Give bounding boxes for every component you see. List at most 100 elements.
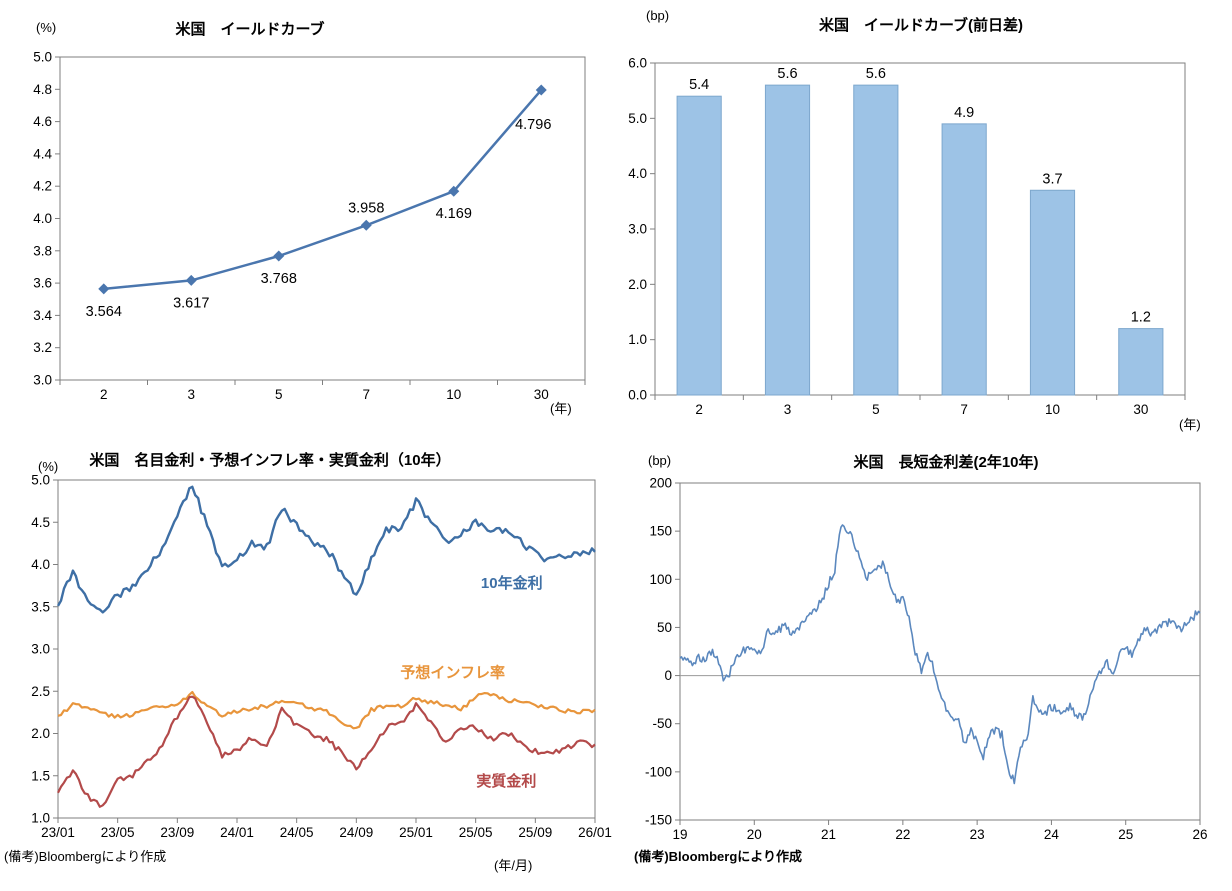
chart-title-yield-curve: 米国 イールドカーブ: [175, 21, 325, 38]
svg-text:4.796: 4.796: [515, 117, 551, 133]
svg-text:3.0: 3.0: [33, 373, 52, 388]
svg-text:50: 50: [657, 620, 672, 635]
svg-text:7: 7: [960, 402, 968, 417]
svg-text:4.169: 4.169: [436, 206, 472, 222]
svg-text:2: 2: [100, 387, 108, 402]
svg-text:3.617: 3.617: [173, 295, 209, 311]
svg-text:25/05: 25/05: [459, 825, 493, 840]
svg-text:5: 5: [275, 387, 283, 402]
svg-text:23/05: 23/05: [101, 825, 135, 840]
svg-text:30: 30: [534, 387, 549, 402]
svg-text:1.2: 1.2: [1131, 310, 1151, 326]
svg-text:25/09: 25/09: [518, 825, 552, 840]
svg-text:1.5: 1.5: [31, 768, 50, 783]
svg-text:3.2: 3.2: [33, 340, 52, 355]
x-axis-unit-label: (年): [1179, 417, 1201, 432]
svg-text:200: 200: [649, 476, 672, 491]
svg-text:10: 10: [446, 387, 461, 402]
chart-title-yield-curve-change: 米国 イールドカーブ(前日差): [818, 17, 1024, 34]
svg-text:3.6: 3.6: [33, 276, 52, 291]
svg-text:1.0: 1.0: [31, 811, 50, 826]
svg-text:21: 21: [821, 827, 836, 842]
y-axis-unit-label: (%): [36, 20, 57, 35]
svg-text:2.0: 2.0: [31, 726, 50, 741]
y-axis-unit-label: (bp): [648, 453, 672, 468]
svg-text:10: 10: [1045, 402, 1060, 417]
x-axis-unit-label: (年/月): [494, 858, 533, 873]
svg-text:4.5: 4.5: [31, 515, 50, 530]
svg-text:3.5: 3.5: [31, 599, 50, 614]
svg-text:24: 24: [1044, 827, 1060, 842]
svg-text:3.4: 3.4: [33, 308, 52, 323]
svg-text:-150: -150: [645, 813, 672, 828]
svg-text:-100: -100: [645, 764, 672, 779]
svg-text:26: 26: [1192, 827, 1207, 842]
svg-text:24/05: 24/05: [280, 825, 314, 840]
svg-text:0.0: 0.0: [628, 388, 647, 403]
svg-text:30: 30: [1133, 402, 1148, 417]
svg-text:4.9: 4.9: [954, 105, 974, 121]
svg-text:1.0: 1.0: [628, 332, 647, 347]
svg-text:3.768: 3.768: [261, 271, 297, 287]
svg-text:10年金利: 10年金利: [481, 574, 543, 592]
source-note-right: (備考)Bloombergにより作成: [634, 849, 803, 864]
svg-text:26/01: 26/01: [578, 825, 612, 840]
svg-text:4.2: 4.2: [33, 179, 52, 194]
svg-text:22: 22: [895, 827, 910, 842]
svg-text:2: 2: [695, 402, 703, 417]
svg-text:5.6: 5.6: [777, 66, 797, 82]
panel-yield-curve: (%) 米国 イールドカーブ 3.0 3.2 3.4 3.6 3.8 4.0 4.2 4.4 4…: [0, 0, 616, 443]
svg-text:3.0: 3.0: [628, 222, 647, 237]
chart-title-term-spread: 米国 長短金利差(2年10年): [853, 454, 1039, 471]
svg-text:6.0: 6.0: [628, 56, 647, 71]
svg-text:3: 3: [187, 387, 195, 402]
svg-text:23: 23: [970, 827, 985, 842]
svg-text:0: 0: [664, 668, 672, 683]
panel-rates-decomposition: (%) 米国 名目金利・予想インフレ率・実質金利（10年） 1.0 1.5 2.0 2…: [0, 443, 616, 886]
svg-text:3.8: 3.8: [33, 243, 52, 258]
svg-text:3.0: 3.0: [31, 642, 50, 657]
yield-curve-chart: 3.0 3.2 3.4 3.6 3.8 4.0 4.2 4.4 4.6 4.8 5.0 2 3 5 7 10 3…: [0, 0, 616, 443]
svg-text:5.6: 5.6: [866, 66, 886, 82]
source-note-left: (備考)Bloombergにより作成: [4, 849, 167, 864]
y-axis-unit-label: (bp): [646, 8, 670, 23]
svg-text:5: 5: [872, 402, 880, 417]
svg-text:4.0: 4.0: [628, 166, 647, 181]
svg-text:3: 3: [784, 402, 792, 417]
svg-text:4.8: 4.8: [33, 82, 52, 97]
svg-text:25: 25: [1118, 827, 1133, 842]
svg-text:3.564: 3.564: [86, 304, 122, 320]
svg-text:4.6: 4.6: [33, 114, 52, 129]
svg-text:24/01: 24/01: [220, 825, 254, 840]
rates-decomposition-chart: 1.0 1.5 2.0 2.5 3.0 3.5 4.0 4.5 5.0 23/01 23/05 23/…: [0, 443, 616, 886]
svg-text:5.4: 5.4: [689, 77, 709, 93]
panel-yield-curve-change: (bp) 米国 イールドカーブ(前日差) 0.0 1.0 2.0 3.0 4.0 5.0 6…: [616, 0, 1232, 443]
panel-term-spread: (bp) 米国 長短金利差(2年10年) -150 -100 -50 0 50 100 15…: [616, 443, 1232, 886]
svg-text:5.0: 5.0: [31, 473, 50, 488]
x-axis-unit-label: (年): [550, 401, 572, 416]
svg-text:150: 150: [649, 524, 672, 539]
svg-text:4.4: 4.4: [33, 146, 52, 161]
svg-text:23/01: 23/01: [41, 825, 75, 840]
svg-text:実質金利: 実質金利: [476, 772, 536, 790]
svg-text:23/09: 23/09: [160, 825, 194, 840]
svg-text:5.0: 5.0: [628, 111, 647, 126]
svg-text:4.0: 4.0: [31, 557, 50, 572]
chart-title-rates-decomposition: 米国 名目金利・予想インフレ率・実質金利（10年）: [89, 452, 451, 469]
svg-text:2.5: 2.5: [31, 684, 50, 699]
yield-curve-change-chart: 0.0 1.0 2.0 3.0 4.0 5.0 6.0 2 3 5 7 10 30 5.4 5.6 5.6 4.…: [616, 0, 1232, 443]
svg-text:-50: -50: [652, 716, 672, 731]
svg-text:4.0: 4.0: [33, 211, 52, 226]
svg-text:2.0: 2.0: [628, 277, 647, 292]
svg-text:3.958: 3.958: [348, 200, 384, 216]
svg-text:19: 19: [672, 827, 687, 842]
svg-text:24/09: 24/09: [339, 825, 373, 840]
svg-text:7: 7: [362, 387, 370, 402]
svg-text:5.0: 5.0: [33, 50, 52, 65]
svg-text:3.7: 3.7: [1042, 171, 1062, 187]
svg-text:100: 100: [649, 572, 672, 587]
y-axis-unit-label: (%): [38, 459, 59, 474]
term-spread-chart: -150 -100 -50 0 50 100 150 200 19 20 21 22 23 24 25 26: [616, 443, 1232, 886]
svg-text:25/01: 25/01: [399, 825, 433, 840]
svg-text:20: 20: [747, 827, 762, 842]
